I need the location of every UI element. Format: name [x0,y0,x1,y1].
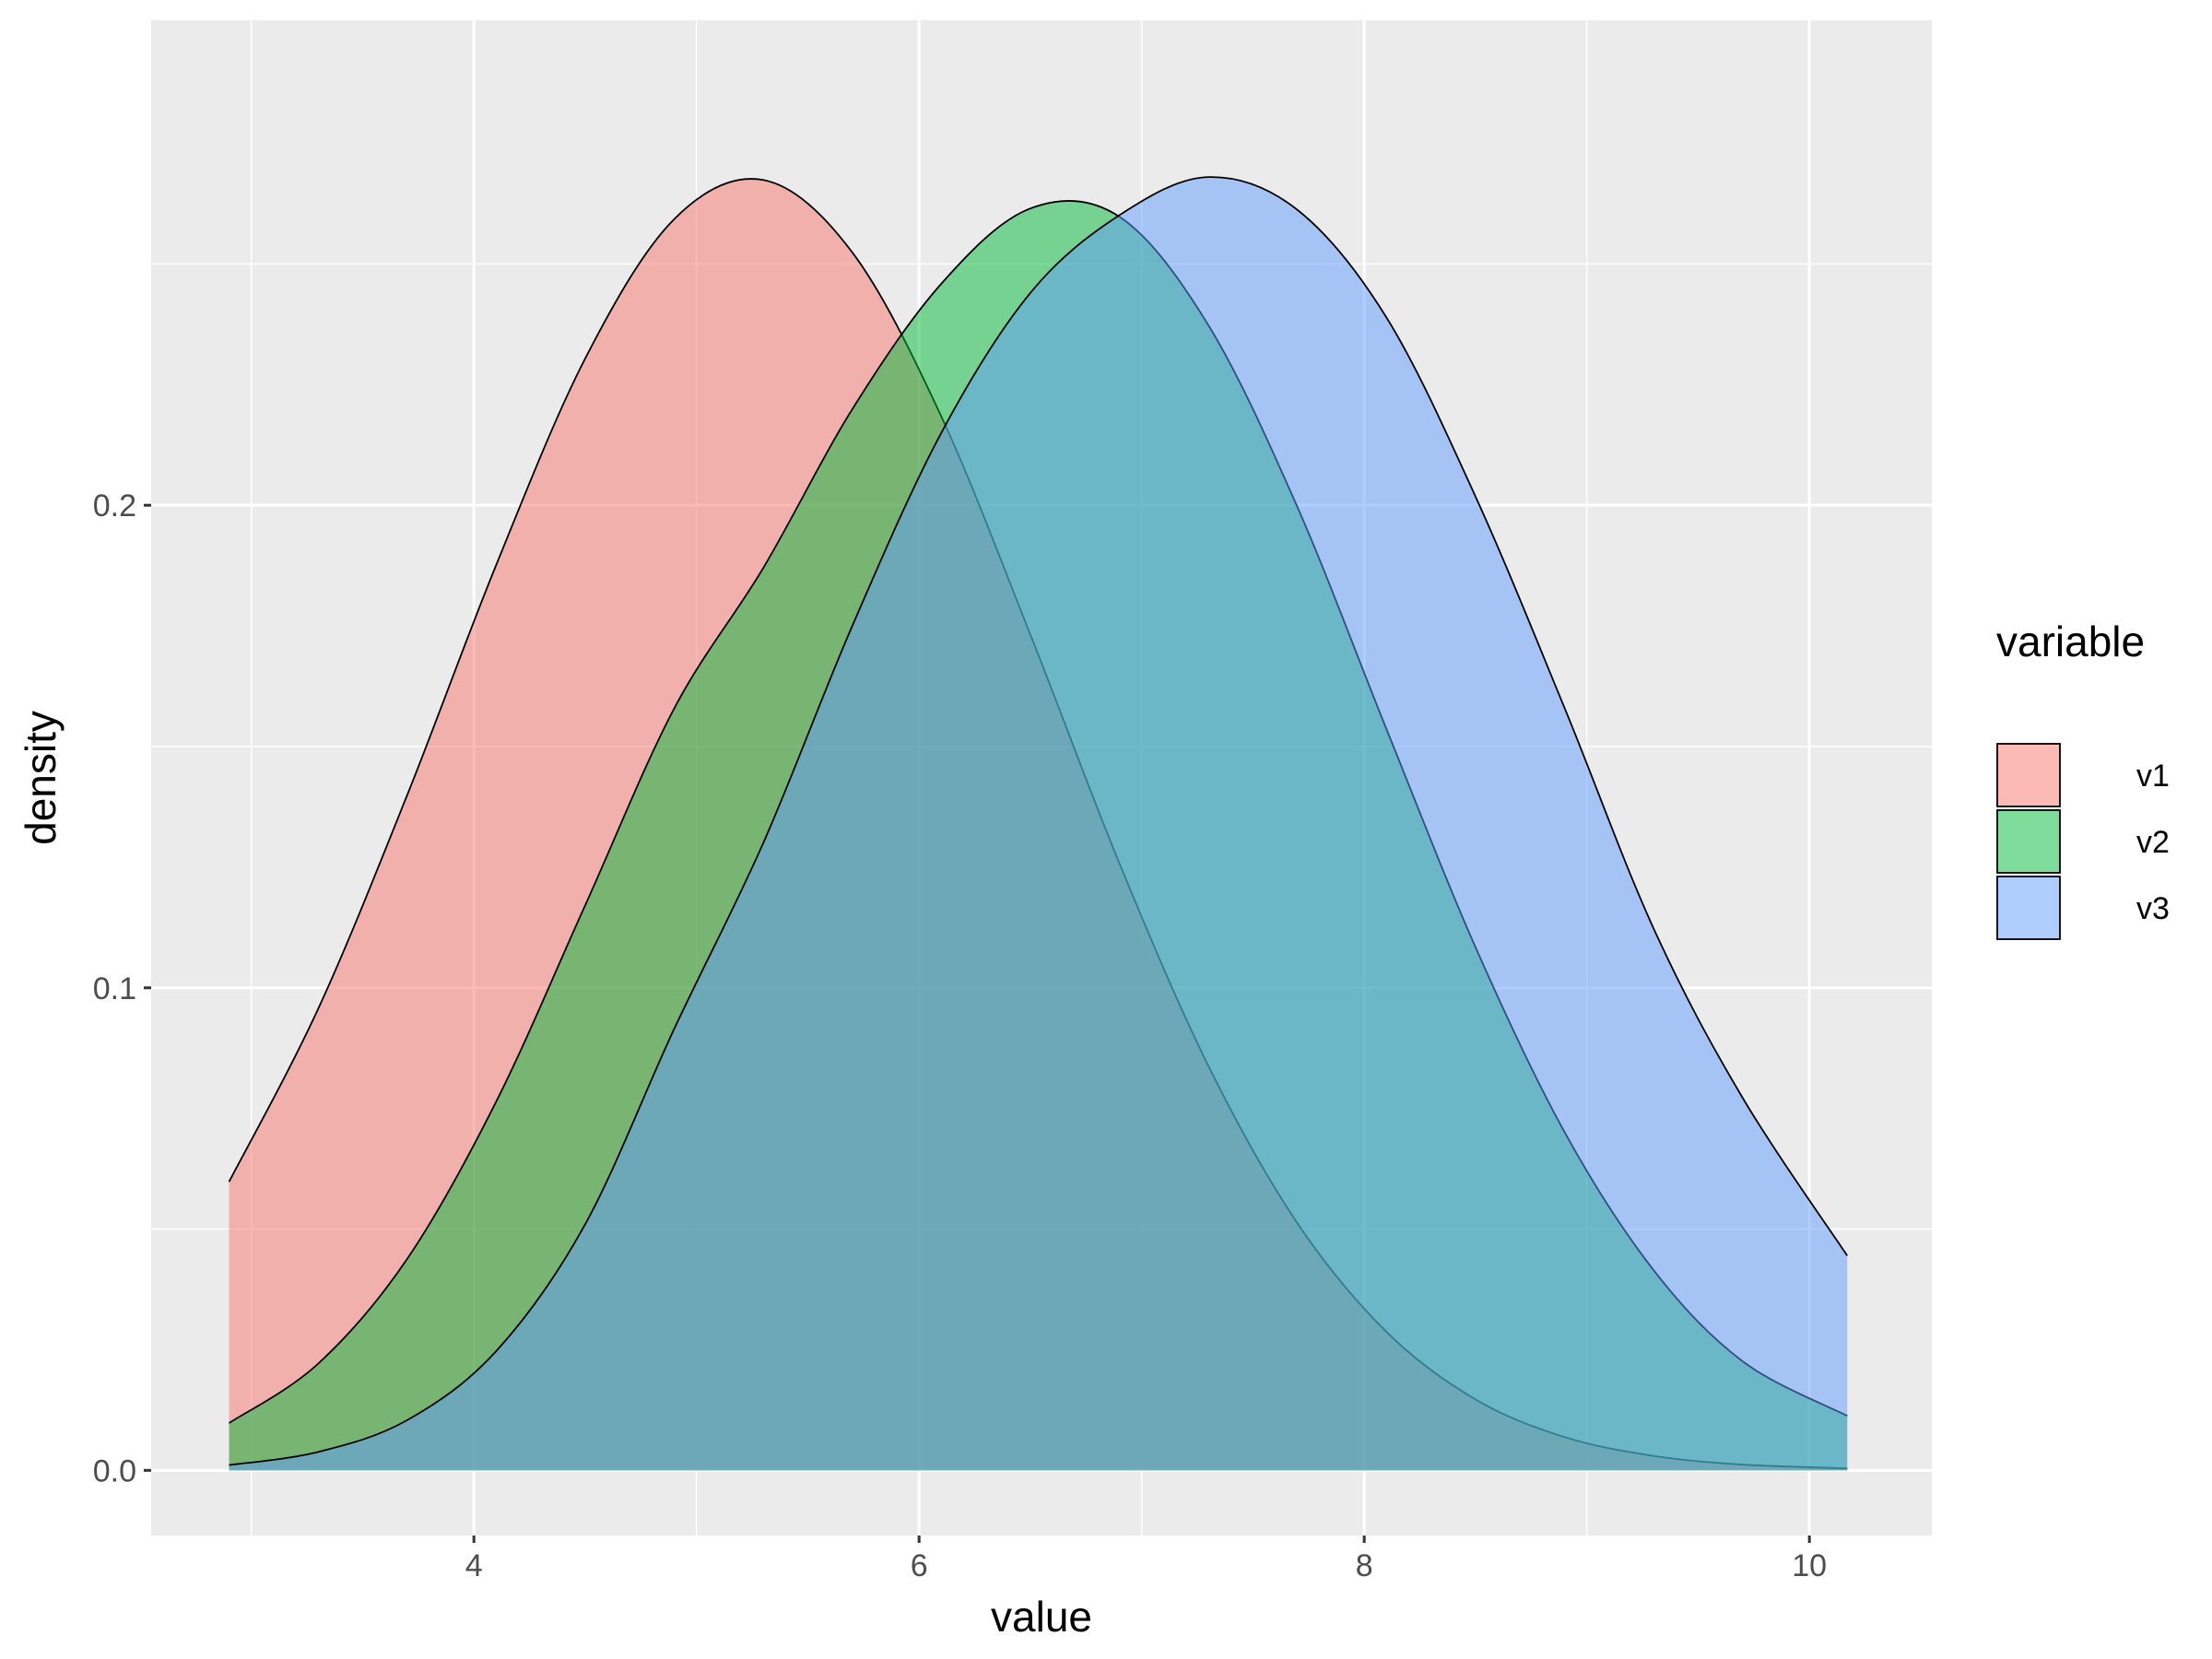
density-areas [228,176,1848,1471]
legend: variable v1 v2 v3 [1996,618,2170,940]
x-axis: 4 6 8 10 [465,1535,1827,1583]
legend-label-v3: v3 [2136,891,2170,926]
x-axis-title: value [991,1593,1092,1641]
x-tick-label: 6 [911,1548,928,1583]
legend-label-v1: v1 [2136,759,2170,794]
y-tick-label: 0.0 [93,1453,136,1488]
y-axis-title: density [17,711,65,845]
density-area-v3 [229,177,1848,1471]
y-tick-label: 0.1 [93,971,136,1006]
density-line-v3 [229,176,1848,1466]
legend-label-v2: v2 [2136,825,2170,860]
y-axis: 0.0 0.1 0.2 [93,488,151,1488]
x-tick-label: 8 [1356,1548,1373,1583]
legend-key-v1 [1996,743,2061,807]
legend-items: v1 v2 v3 [1996,743,2170,940]
x-tick-label: 10 [1792,1548,1827,1583]
y-tick-label: 0.2 [93,488,136,524]
legend-key-v2 [1996,809,2061,874]
legend-key-v3 [1996,876,2061,940]
x-tick-label: 4 [465,1548,483,1583]
legend-title: variable [1996,618,2145,665]
